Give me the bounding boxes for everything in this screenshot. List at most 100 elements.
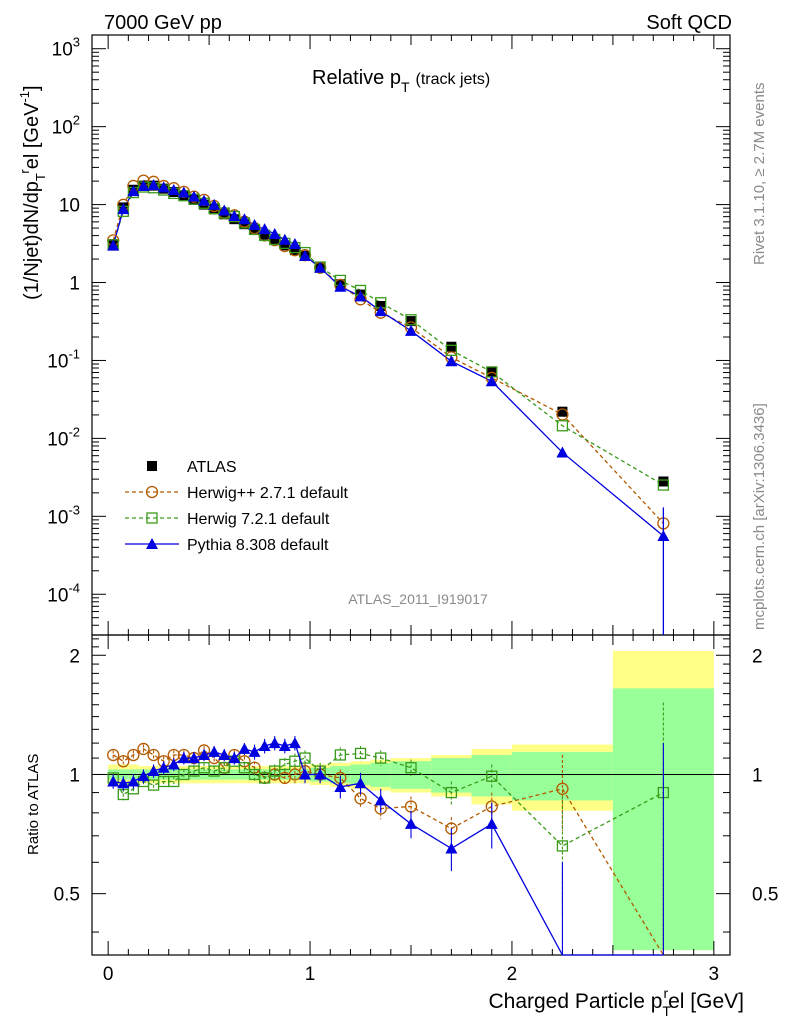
ratio-point-3 xyxy=(268,737,281,749)
series-point-3 xyxy=(354,290,367,302)
ratio-point-2 xyxy=(556,840,569,852)
series-point-3 xyxy=(258,223,271,235)
atlas-point xyxy=(557,406,568,417)
plot-title-main: Relative p xyxy=(312,67,401,89)
y-tick-label: 10 xyxy=(59,196,80,217)
ratio-point-2 xyxy=(334,749,346,761)
ratio-point-2 xyxy=(238,762,251,774)
y-axis-label-exp: -1 xyxy=(17,91,32,103)
ratio-tick-label-left: 0.5 xyxy=(54,885,80,906)
series-point-3 xyxy=(218,204,231,216)
legend-label-1: Herwig++ 2.7.1 default xyxy=(187,485,349,502)
ratio-point-3 xyxy=(314,768,327,780)
series-point-3 xyxy=(187,190,200,202)
ratio-point-3 xyxy=(334,780,347,792)
ratio-point-2 xyxy=(445,786,458,799)
ratio-point-3 xyxy=(238,742,251,754)
x-tick-label: 1 xyxy=(305,964,316,985)
y-tick-label: 103 xyxy=(52,35,80,61)
mcplots-label: mcplots.cern.ch [arXiv:1306.3436] xyxy=(751,403,768,630)
series-point-3 xyxy=(127,185,140,197)
legend-marker-0 xyxy=(147,461,157,471)
legend-label-3: Pythia 8.308 default xyxy=(187,537,329,554)
series-point-3 xyxy=(107,239,120,251)
plot-title-note: (track jets) xyxy=(416,71,491,88)
header-left: 7000 GeV pp xyxy=(104,12,222,34)
series-point-3 xyxy=(278,233,291,245)
upper-series xyxy=(107,174,670,635)
x-axis-label-sub: T xyxy=(662,1003,671,1019)
series-point-3 xyxy=(288,238,301,250)
y-tick-base: 10 xyxy=(52,118,73,139)
ratio-series xyxy=(107,702,670,956)
y-tick-exponent: -4 xyxy=(68,580,80,595)
ratio-point-3 xyxy=(117,777,130,789)
legend: ATLAS Herwig++ 2.7.1 default Herwig 7.2.1 … xyxy=(125,459,349,554)
series-point-3 xyxy=(314,261,327,273)
series-point-2 xyxy=(556,420,569,432)
x-axis-label-main: Charged Particle p xyxy=(488,990,662,1013)
ratio-point-3 xyxy=(137,770,150,782)
y-axis-label-close: ] xyxy=(21,85,43,91)
ratio-point-3 xyxy=(405,817,417,829)
y-axis-label: (1/Njet)dN/dpTrel [GeV-1] xyxy=(17,85,48,300)
ratio-point-1 xyxy=(117,755,130,768)
series-point-3 xyxy=(405,324,417,336)
ratio-point-3 xyxy=(248,745,261,757)
series-point-3 xyxy=(299,249,312,261)
ratio-point-3 xyxy=(288,737,301,749)
atlas-point xyxy=(239,219,250,230)
ratio-point-2 xyxy=(405,762,417,774)
plot-title-sub: T xyxy=(401,79,410,95)
ratio-point-1 xyxy=(137,742,150,756)
atlas-point xyxy=(658,476,669,487)
ratio-point-2 xyxy=(354,747,367,760)
ratio-point-3 xyxy=(167,758,180,770)
series-point-3 xyxy=(334,280,347,292)
series-point-3 xyxy=(147,178,160,190)
ratio-point-3 xyxy=(485,817,498,829)
ratio-tick-label-right: 2 xyxy=(752,646,763,667)
ratio-point-3 xyxy=(208,745,221,757)
series-point-3 xyxy=(198,194,211,206)
y-tick-label: 10-4 xyxy=(47,580,80,606)
ratio-point-3 xyxy=(187,752,200,764)
y-tick-base: 10 xyxy=(52,40,73,61)
atlas-point xyxy=(406,316,416,327)
ratio-point-1 xyxy=(556,782,569,795)
ratio-tick-label-left: 2 xyxy=(69,646,80,667)
y-tick-base: 10 xyxy=(47,429,68,450)
ratio-axis-label: Ratio to ATLAS xyxy=(25,754,42,855)
series-point-3 xyxy=(167,184,180,196)
ratio-point-2 xyxy=(168,775,180,788)
ratio-point-3 xyxy=(228,752,241,764)
ratio-point-2 xyxy=(258,772,271,784)
ratio-tick-label-right: 0.5 xyxy=(752,885,778,906)
y-tick-label: 102 xyxy=(52,113,80,139)
x-tick-label: 0 xyxy=(103,964,114,985)
ratio-point-3 xyxy=(278,739,291,751)
ratio-point-1 xyxy=(147,748,160,762)
legend-marker-3 xyxy=(146,538,158,549)
ratio-point-3 xyxy=(258,739,271,751)
legend-label-2: Herwig 7.2.1 default xyxy=(187,511,330,528)
series-point-2 xyxy=(445,344,458,356)
series-point-3 xyxy=(445,355,458,367)
y-axis-label-end: el [GeV xyxy=(21,102,43,169)
series-point-3 xyxy=(228,209,241,221)
ratio-point-1 xyxy=(107,748,120,762)
y-tick-exponent: -2 xyxy=(68,424,80,439)
atlas-point xyxy=(289,245,300,256)
ratio-tick-label-right: 1 xyxy=(752,765,763,786)
ratio-point-3 xyxy=(374,794,387,806)
legend-label-0: ATLAS xyxy=(187,459,237,476)
y-tick-label: 10-1 xyxy=(47,346,80,372)
legend-marker-2 xyxy=(146,512,158,524)
atlas-point xyxy=(446,341,457,352)
ratio-point-2 xyxy=(218,762,230,774)
legend-marker-1 xyxy=(145,485,159,499)
series-point-3 xyxy=(268,227,281,239)
y-tick-exponent: -1 xyxy=(68,346,80,361)
x-axis-label-end: el [GeV] xyxy=(668,990,744,1013)
x-tick-label: 3 xyxy=(709,964,720,985)
